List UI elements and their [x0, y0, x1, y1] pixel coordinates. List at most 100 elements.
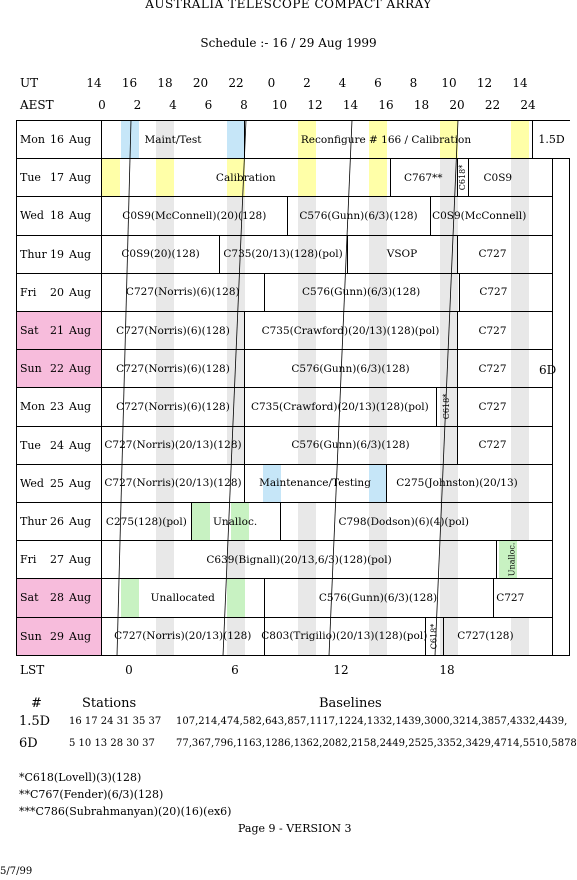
observation-label: C727(Norris)(20/13)(128) — [114, 630, 252, 643]
date-stamp: 5/7/99 — [0, 866, 33, 877]
hour-stripe — [369, 579, 388, 617]
day-cell: Sat 21 Aug — [17, 312, 102, 350]
aest-tick: 8 — [240, 98, 248, 112]
lst-tick: 0 — [125, 663, 133, 677]
segment-divider — [263, 579, 265, 617]
day-month: Aug — [69, 362, 92, 376]
hour-stripe — [298, 273, 317, 311]
day-month: Aug — [69, 324, 92, 337]
observation-label: C798(Dodson)(6)(4)(pol) — [338, 515, 470, 528]
hour-stripe — [156, 426, 175, 464]
time-track: C0S9(McConnell)(20)(128) C576(Gunn)(6/3)(… — [102, 197, 552, 235]
aest-axis-label: AEST — [20, 98, 54, 112]
observation-block: C727 — [459, 274, 528, 311]
hour-stripe — [511, 312, 530, 350]
stations-header: Stations — [82, 696, 137, 711]
day-cell: Sat 28 Aug — [17, 579, 102, 617]
hour-stripe — [511, 617, 530, 655]
aest-tick: 18 — [413, 98, 430, 112]
config-6d-label: 6D — [539, 363, 557, 377]
observation-block: C727 — [457, 350, 528, 387]
observation-label: C576(Gunn)(6/3)(128) — [291, 439, 410, 452]
hour-stripe — [498, 541, 517, 579]
day-month: Aug — [69, 591, 92, 605]
hour-stripe — [369, 388, 388, 426]
time-track: C639(Bignall)(20/13,6/3)(128)(pol) Unallo… — [102, 541, 552, 579]
time-track: Calibration C767** C618* C0S9 — [102, 159, 552, 197]
observation-label: C0S9(McConnell)(20)(128) — [122, 209, 267, 222]
day-name: Fri — [20, 553, 37, 567]
lst-tick: 18 — [439, 663, 455, 677]
day-name: Thur — [20, 515, 47, 528]
stations-1-5d: 16 17 24 31 35 37 — [69, 716, 162, 727]
day-cell: Tue 24 Aug — [17, 426, 102, 464]
day-cell: Sun 22 Aug — [17, 350, 102, 388]
day-month: Aug — [69, 515, 92, 528]
day-cell: Thur 26 Aug — [17, 503, 102, 541]
observation-block: C576(Gunn)(6/3)(128) — [244, 350, 457, 387]
observation-label: Unalloc. — [507, 542, 517, 577]
ut-tick: 0 — [267, 76, 276, 90]
segment-divider — [467, 159, 469, 197]
observation-block: Maint/Test — [102, 121, 244, 158]
schedule-row: Sat 21 Aug C727(Norris)(6)(128) C735(Crawfor… — [17, 312, 552, 351]
observation-label: C0S9(20)(128) — [121, 248, 200, 261]
observation-block: C735(20/13)(128)(pol) — [219, 236, 347, 273]
day-name: Thur — [20, 247, 47, 261]
observation-label: C727 — [478, 324, 507, 337]
day-cell: Thur 19 Aug — [17, 235, 102, 273]
hour-stripe — [511, 464, 530, 502]
hour-stripe — [298, 388, 317, 426]
schedule-row: Fri 20 Aug C727(Norris)(6)(128) C576(Gunn)(6… — [17, 273, 552, 312]
lst-axis-label: LST — [20, 663, 45, 677]
observation-label: C639(Bignall)(20/13,6/3)(128)(pol) — [206, 553, 392, 566]
observation-block: C618* — [425, 618, 443, 655]
day-number: 26 — [50, 515, 64, 528]
day-name: Wed — [20, 476, 44, 490]
hour-stripe — [156, 273, 175, 311]
observation-label: C735(20/13)(128)(pol) — [223, 248, 343, 261]
observation-label: C727(Norris)(6)(128) — [125, 286, 240, 299]
day-month: Aug — [69, 247, 92, 261]
day-name: Sun — [20, 362, 42, 376]
hour-stripe — [298, 503, 317, 541]
day-number: 16 — [50, 133, 64, 146]
observation-label: C803(Trigilio)(20/13)(128)(pol) — [261, 630, 428, 643]
day-month: Aug — [69, 400, 92, 414]
day-number: 24 — [50, 438, 64, 452]
hour-stripe — [369, 273, 388, 311]
hour-stripe — [298, 541, 317, 579]
aest-tick: 12 — [307, 98, 323, 112]
observation-label: C727 — [478, 362, 507, 375]
observation-label: C727(Norris)(6)(128) — [116, 400, 230, 413]
observation-block: C727 — [493, 579, 529, 616]
day-number: 23 — [50, 400, 64, 414]
aest-tick: 2 — [133, 98, 142, 112]
day-name: Sat — [20, 324, 39, 337]
hour-stripe — [511, 235, 530, 273]
day-cell: Fri 20 Aug — [17, 273, 102, 311]
baselines-1-5d: 107,214,474,582,643,857,1117,1224,1332,1… — [176, 716, 568, 727]
observation-block: Unalloc. — [496, 541, 528, 578]
hour-stripe — [511, 426, 530, 464]
hour-stripe — [156, 464, 175, 502]
schedule-row: Mon 23 Aug C727(Norris)(6)(128) C735(Crawfor… — [17, 388, 552, 427]
config-1-5d: 1.5D — [19, 714, 51, 729]
segment-divider — [492, 579, 494, 617]
hour-stripe — [369, 350, 388, 388]
day-cell: Wed 18 Aug — [17, 197, 102, 235]
observation-block: C727 — [457, 312, 528, 349]
observation-block: C275(Johnston)(20/13) — [386, 465, 528, 502]
day-month: Aug — [69, 133, 92, 146]
ut-tick: 18 — [157, 76, 173, 90]
day-cell: Wed 25 Aug — [17, 464, 102, 502]
footnote-3: ***C786(Subrahmanyan)(20)(16)(ex6) — [19, 805, 232, 818]
hour-stripe — [298, 159, 317, 197]
hour-stripe — [156, 235, 175, 273]
hour-stripe — [156, 541, 175, 579]
aest-tick: 20 — [449, 98, 465, 112]
hour-stripe — [191, 503, 210, 541]
observation-block: C0S9 — [468, 159, 528, 196]
time-track: C727(Norris)(20/13)(128) C576(Gunn)(6/3)(… — [102, 426, 552, 464]
observation-block: C727 — [457, 236, 528, 273]
